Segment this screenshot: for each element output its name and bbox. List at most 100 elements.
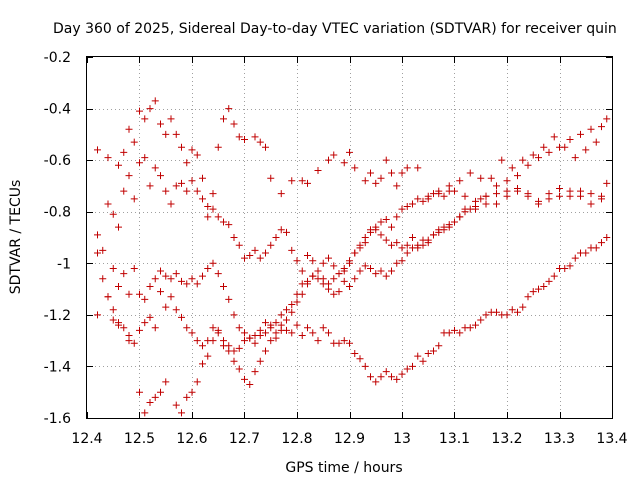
data-point [199,272,206,280]
data-point [314,337,322,345]
data-point [277,321,285,329]
data-point [409,200,416,208]
data-point [172,270,180,278]
data-point [472,321,479,329]
data-point [125,290,133,298]
data-point [367,264,374,272]
data-point [235,344,243,352]
data-point [146,313,154,321]
data-point [309,257,317,265]
data-point [104,293,112,301]
data-point [545,148,553,156]
data-point [582,249,590,257]
y-tick-label: -1.6 [44,411,71,427]
data-point [288,301,296,309]
data-point [246,252,254,260]
data-point [435,187,443,195]
data-point [550,133,558,141]
data-point [351,350,359,358]
data-point [403,249,411,257]
data-point [188,329,196,337]
data-point [535,197,542,205]
data-point [403,365,411,373]
data-point [272,319,280,327]
data-point [377,231,385,239]
data-point [204,203,212,211]
data-point [146,182,154,190]
data-point [382,215,390,223]
data-point [309,329,317,337]
data-point [288,177,296,185]
data-point [230,234,238,241]
data-point [162,378,170,386]
data-point [293,298,301,306]
data-point [104,200,112,208]
data-point [225,221,233,229]
y-tick-label: -0.4 [44,102,71,118]
data-point [319,280,327,288]
data-point [524,161,532,169]
data-point [235,365,243,373]
data-point [314,166,322,174]
data-point [519,303,527,311]
data-point [414,195,422,203]
data-point [167,115,175,123]
data-point [325,285,332,293]
data-point [445,329,453,337]
data-point [157,267,164,275]
data-point [146,282,154,290]
data-point [151,324,159,332]
data-point [414,244,422,252]
data-point [409,362,416,370]
data-point [361,239,369,247]
data-point [582,146,590,154]
data-point [162,272,170,280]
data-point [529,288,537,296]
data-point [193,337,201,345]
data-point [587,190,595,198]
data-point [372,179,380,187]
data-point [230,311,238,319]
data-point [577,187,584,195]
data-point [288,246,296,254]
y-tick-label: -0.2 [44,50,71,66]
data-point [298,331,306,339]
data-point [256,357,264,365]
data-point [241,375,248,383]
series-B [94,154,611,288]
data-point [388,169,395,177]
data-point [482,311,490,319]
data-point [109,264,117,272]
data-point [367,373,374,381]
data-point [178,143,185,151]
data-point [356,244,364,252]
data-point [393,375,401,383]
data-point [94,231,101,239]
data-point [340,159,348,167]
data-point [461,205,469,213]
data-point [367,169,374,177]
data-point [241,337,248,345]
data-point [398,169,406,177]
data-point [451,326,458,334]
data-point [246,380,254,388]
data-point [529,151,537,159]
data-point [398,370,406,378]
data-point [183,324,191,332]
data-point [451,187,458,195]
data-point [293,321,301,329]
x-tick-label: 13.1 [439,431,470,447]
data-point [445,223,453,231]
data-point [204,213,212,221]
data-point [340,267,348,275]
x-tick-label: 12.7 [229,431,260,447]
data-point [277,311,285,319]
data-point [193,151,201,159]
data-point [330,290,338,298]
data-point [109,210,117,218]
data-point [540,143,548,151]
data-point [603,115,611,123]
data-point [162,187,170,195]
data-point [493,308,500,316]
